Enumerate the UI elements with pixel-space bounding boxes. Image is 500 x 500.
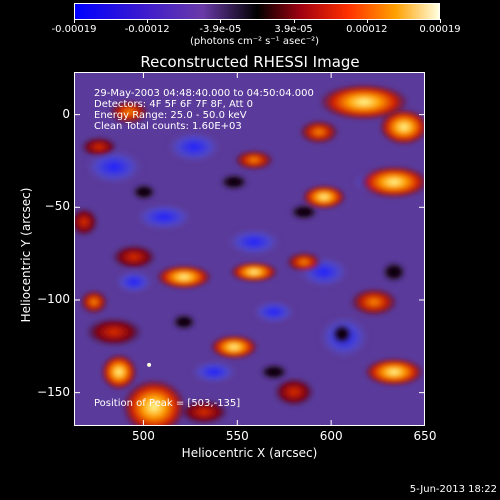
peak-position-label: Position of Peak = [503,-135] [94,398,241,409]
y-tick-label: 0 [62,106,70,121]
colorbar-tick-label: -0.00019 [51,24,97,35]
colorbar-units: (photons cm⁻² s⁻¹ asec⁻²) [190,36,320,47]
plot-axes [74,72,425,426]
x-tick-label: 650 [413,429,437,443]
colorbar-tick [440,19,441,23]
date-stamp: 5-Jun-2013 18:22 [409,484,497,495]
colorbar-tick [147,19,149,23]
y-axis-label: Heliocentric Y (arcsec) [19,187,33,323]
colorbar-tick [293,19,295,23]
colorbar-tick-label: 0.00012 [346,24,388,35]
x-tick-label: 600 [319,429,343,443]
peak-marker [147,362,152,367]
annotation-energy: Energy Range: 25.0 - 50.0 keV [94,110,247,121]
colorbar [74,3,440,20]
colorbar-tick-label: -0.00012 [124,24,170,35]
heatmap-plot [74,72,425,426]
annotation-clean: Clean Total counts: 1.60E+03 [94,121,242,132]
colorbar-tick-label: -3.9e-05 [199,24,242,35]
heatmap-blobs [74,84,425,426]
colorbar-tick-label: 3.9e-05 [274,24,313,35]
annotation-detectors: Detectors: 4F 5F 6F 7F 8F, Att 0 [94,99,254,110]
colorbar-tick [220,19,222,23]
chart-title: Reconstructed RHESSI Image [140,53,360,71]
annotation-time: 29-May-2003 04:48:40.000 to 04:50:04.000 [94,88,314,99]
y-tick-label: −100 [37,291,70,306]
y-tick-label: −150 [37,384,70,399]
x-axis-label: Heliocentric X (arcsec) [181,446,318,460]
x-tick-label: 500 [131,429,155,443]
y-tick-label: −50 [44,199,70,214]
colorbar-tick [366,19,368,23]
colorbar-tick-label: 0.00019 [419,24,461,35]
x-tick-label: 550 [225,429,249,443]
colorbar-tick [74,19,75,23]
